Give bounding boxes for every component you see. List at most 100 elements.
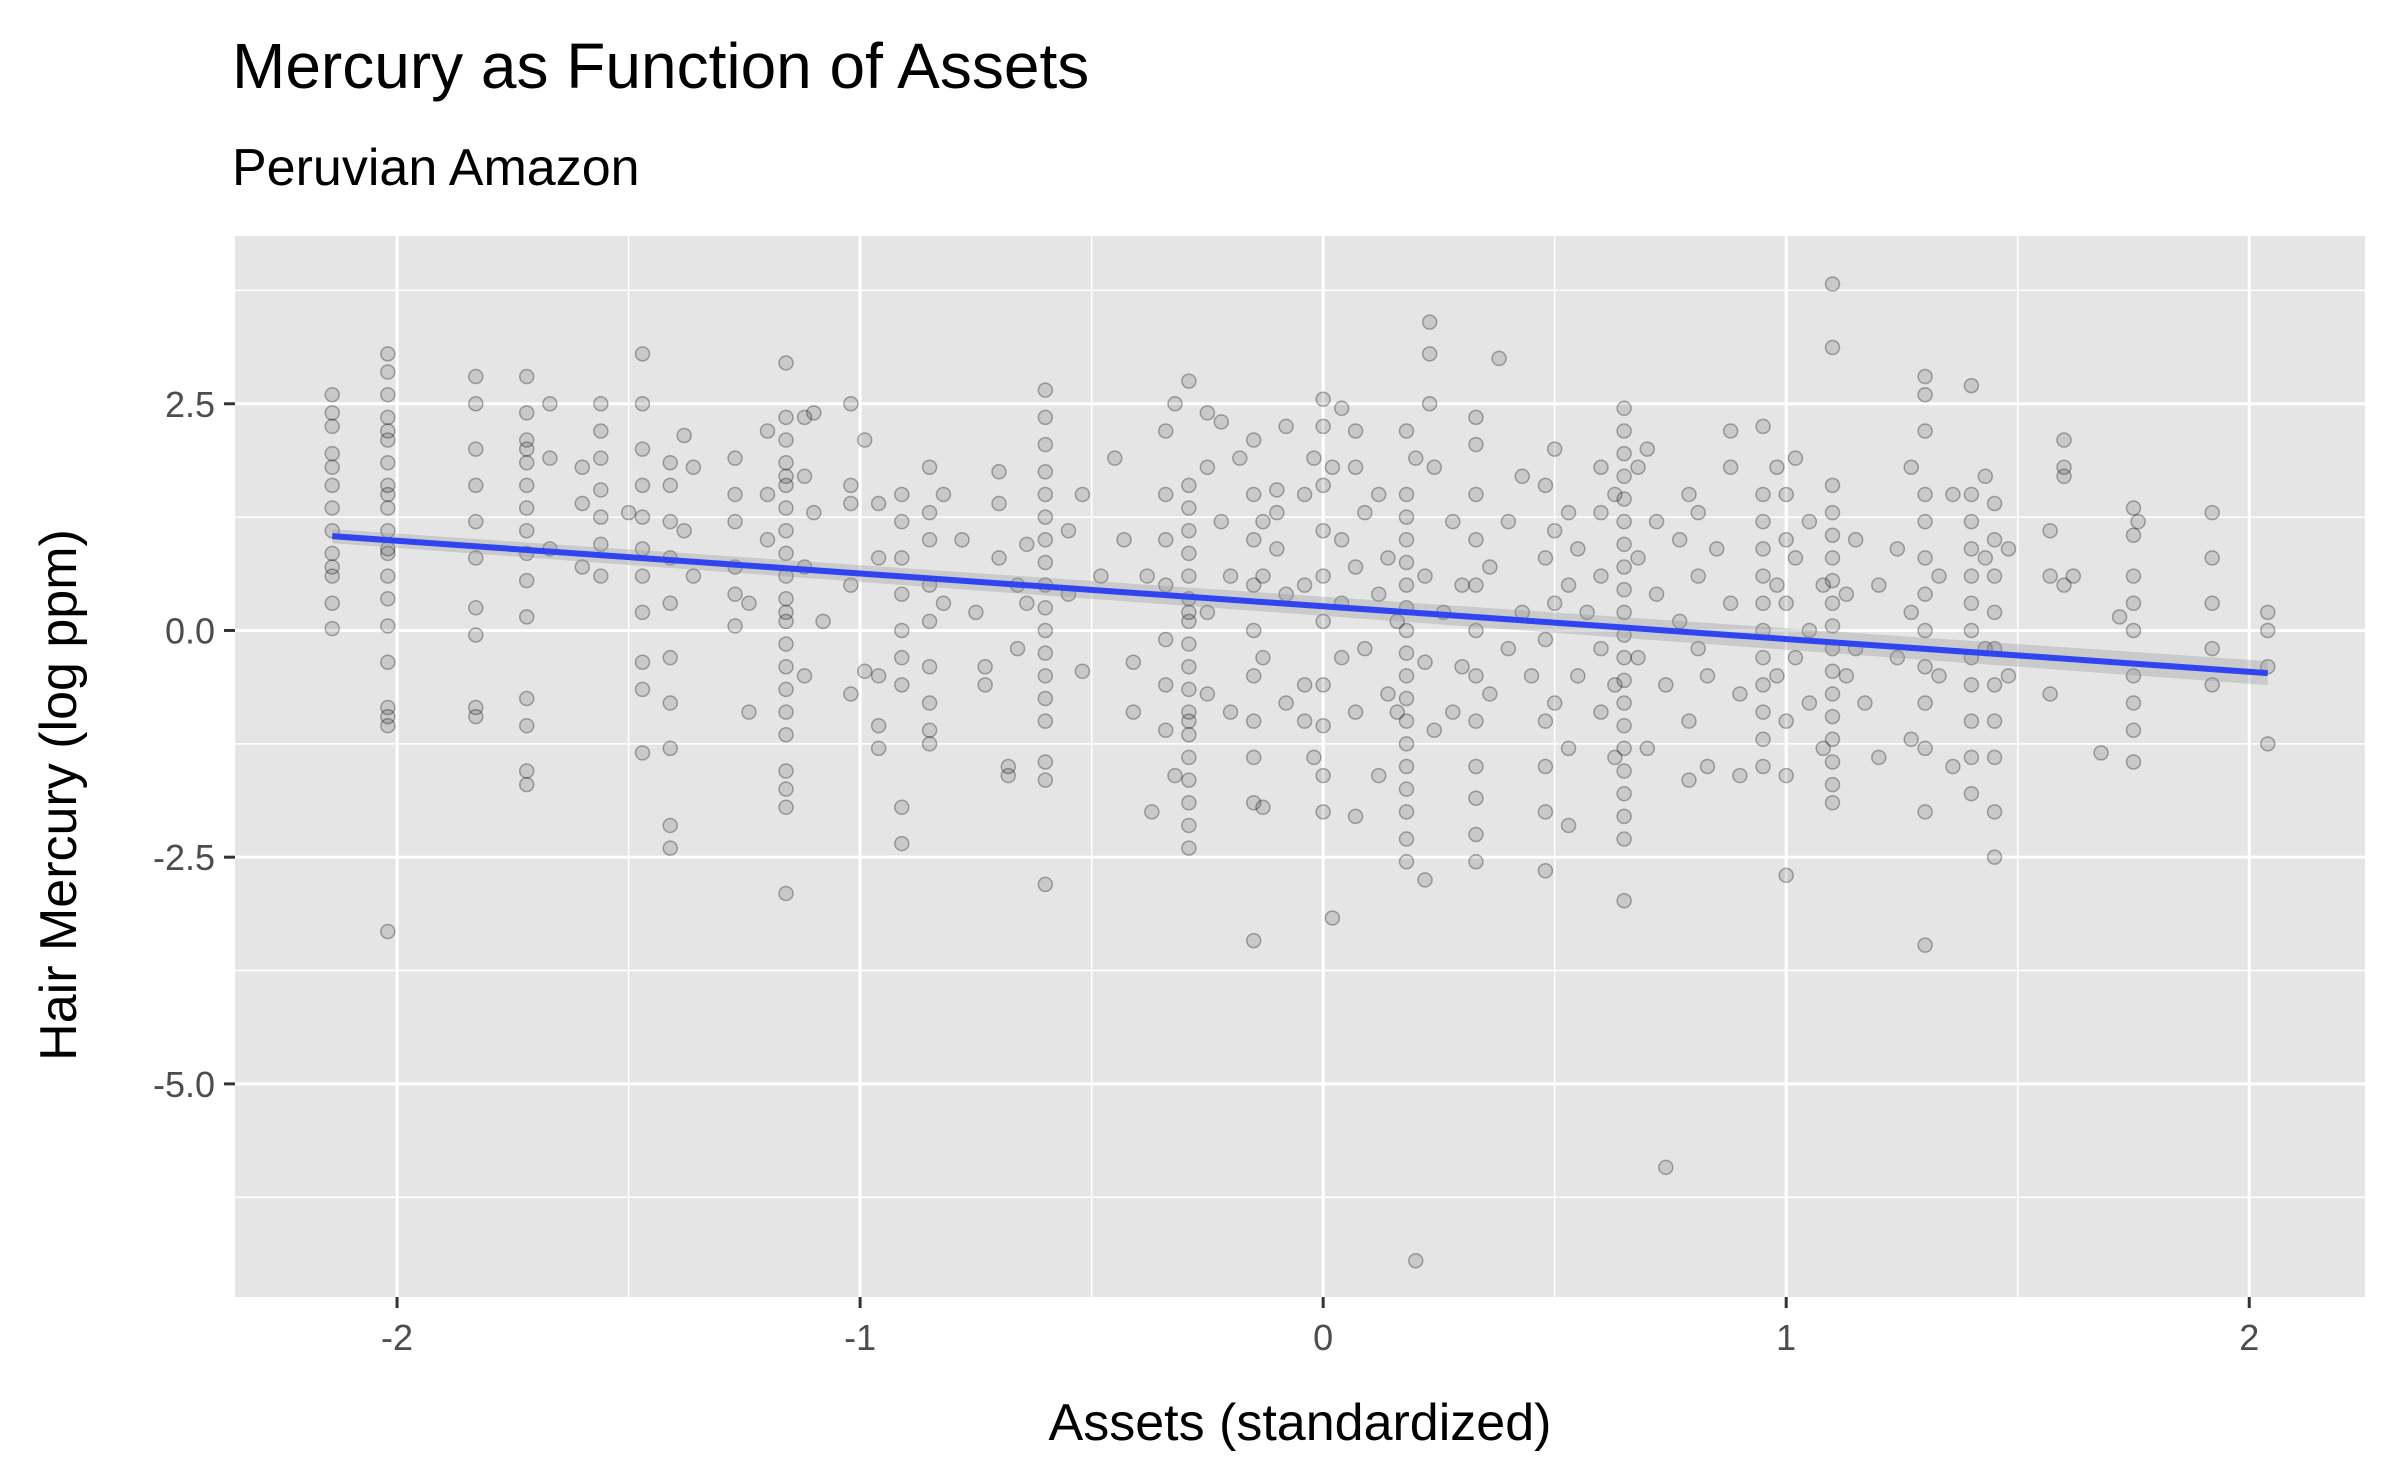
data-point [2125,722,2142,738]
data-point [634,745,651,761]
data-point [1315,418,1331,435]
data-point [1778,713,1794,729]
data-point [856,432,873,448]
data-point [1616,581,1632,598]
x-axis: -2 -1 0 1 2 [381,1297,2259,1358]
data-point [1755,595,1771,612]
data-point [1917,368,1933,385]
data-point [1468,668,1484,684]
data-point [1315,391,1331,407]
data-point [1199,459,1216,475]
data-point [894,513,910,530]
data-point [1986,532,2003,548]
data-point [778,763,794,779]
data-point [1181,613,1197,630]
data-point [380,423,396,439]
data-point [977,677,993,693]
data-point [1593,640,1609,657]
data-point [324,559,340,575]
data-point [1755,758,1771,775]
data-point [2125,527,2142,544]
data-point [1468,826,1484,843]
data-point [2042,522,2058,539]
x-tick-label: -1 [844,1317,876,1358]
data-point [593,450,609,466]
data-point [1639,441,1656,457]
data-point [1537,631,1554,648]
data-point [1616,559,1632,575]
data-point [1398,690,1415,707]
data-point [380,346,396,362]
data-point [1398,486,1415,503]
data-point [1468,486,1484,503]
data-point [518,432,535,448]
data-point [634,681,651,698]
data-point [2125,695,2142,711]
data-point [380,364,396,380]
data-point [921,532,938,548]
data-point [778,432,794,448]
data-point [1125,704,1142,720]
data-point [1824,686,1841,702]
data-point [1963,541,1980,557]
data-point [1630,649,1646,666]
data-point [1398,713,1415,729]
data-point [1181,545,1197,562]
data-point [778,500,794,516]
data-point [2204,504,2220,521]
data-point [518,763,535,779]
x-tick-label: 2 [2239,1317,2259,1358]
data-point [662,840,679,856]
data-point [2125,595,2142,612]
data-point [2260,604,2276,621]
data-point [1278,695,1294,711]
data-point [2125,754,2142,770]
data-point [1963,713,1980,729]
data-point [1658,1159,1674,1176]
data-point [380,654,396,670]
data-point [778,885,794,902]
x-axis-title: Assets (standardized) [1049,1394,1552,1452]
data-point [1000,767,1017,784]
data-point [1755,486,1771,503]
data-point [1917,550,1933,566]
data-point [806,405,822,421]
data-point [1125,654,1142,670]
data-point [727,618,743,634]
data-point [1500,513,1517,530]
data-point [1616,785,1632,802]
data-point [1426,459,1443,475]
data-points [324,276,2276,1269]
data-point [1037,876,1054,893]
data-point [778,727,794,743]
data-point [1199,686,1216,702]
x-tick-label: 0 [1313,1317,1333,1358]
data-point [1181,604,1197,621]
data-point [1593,568,1609,584]
data-point [1370,486,1387,503]
data-point [1157,722,1174,738]
data-point [778,704,794,720]
data-point [1454,577,1470,593]
data-point [1616,604,1632,621]
data-point [1167,767,1183,784]
data-point [1408,450,1424,466]
data-point [468,513,484,530]
y-tick-label: 2.5 [165,384,215,425]
data-point [1917,622,1933,639]
data-point [468,699,484,716]
data-point [1167,396,1183,412]
data-point [634,604,651,621]
data-point [1482,559,1498,575]
data-point [870,668,887,684]
data-point [1181,373,1197,389]
data-point [1315,717,1331,734]
data-point [1514,468,1531,485]
data-point [894,550,910,566]
data-point [843,396,859,412]
data-point [1199,405,1216,421]
data-point [1245,749,1262,766]
data-point [1181,477,1197,494]
data-point [778,477,794,494]
data-point [1389,704,1405,720]
